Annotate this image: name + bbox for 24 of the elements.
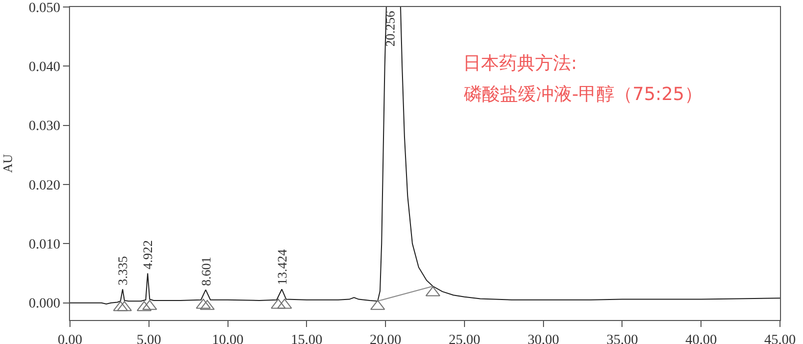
annotation: 8.601 xyxy=(198,256,214,286)
x-tick-label: 45.00 xyxy=(764,332,796,344)
x-tick-label: 30.00 xyxy=(528,332,560,344)
x-tick-label: 0.00 xyxy=(58,332,82,344)
y-tick-label: 0.050 xyxy=(28,0,60,16)
x-tick-label: 35.00 xyxy=(606,332,638,344)
y-tick-label: 0.040 xyxy=(28,60,60,76)
y-tick-label: 0.000 xyxy=(28,296,60,312)
annotation: 4.922 xyxy=(140,240,155,270)
annotation: 13.424 xyxy=(274,248,290,286)
x-tick-label: 40.00 xyxy=(685,332,717,344)
y-axis-title: AU xyxy=(0,154,15,173)
annotation: 20.256 xyxy=(382,10,398,47)
x-tick-label: 15.00 xyxy=(290,332,322,344)
x-tick-label: 20.00 xyxy=(370,332,402,344)
annotation: 3.335 xyxy=(114,256,130,286)
x-tick-label: 10.00 xyxy=(212,332,244,344)
x-tick-label: 25.00 xyxy=(448,332,480,344)
annotation: 日本药典方法: xyxy=(463,53,578,74)
x-tick-label: 5.00 xyxy=(136,332,162,344)
y-tick-label: 0.030 xyxy=(28,119,60,134)
annotation: 磷酸盐缓冲液-甲醇（75:25） xyxy=(463,84,702,105)
y-tick-label: 0.020 xyxy=(28,178,60,194)
y-tick-label: 0.010 xyxy=(28,238,60,253)
